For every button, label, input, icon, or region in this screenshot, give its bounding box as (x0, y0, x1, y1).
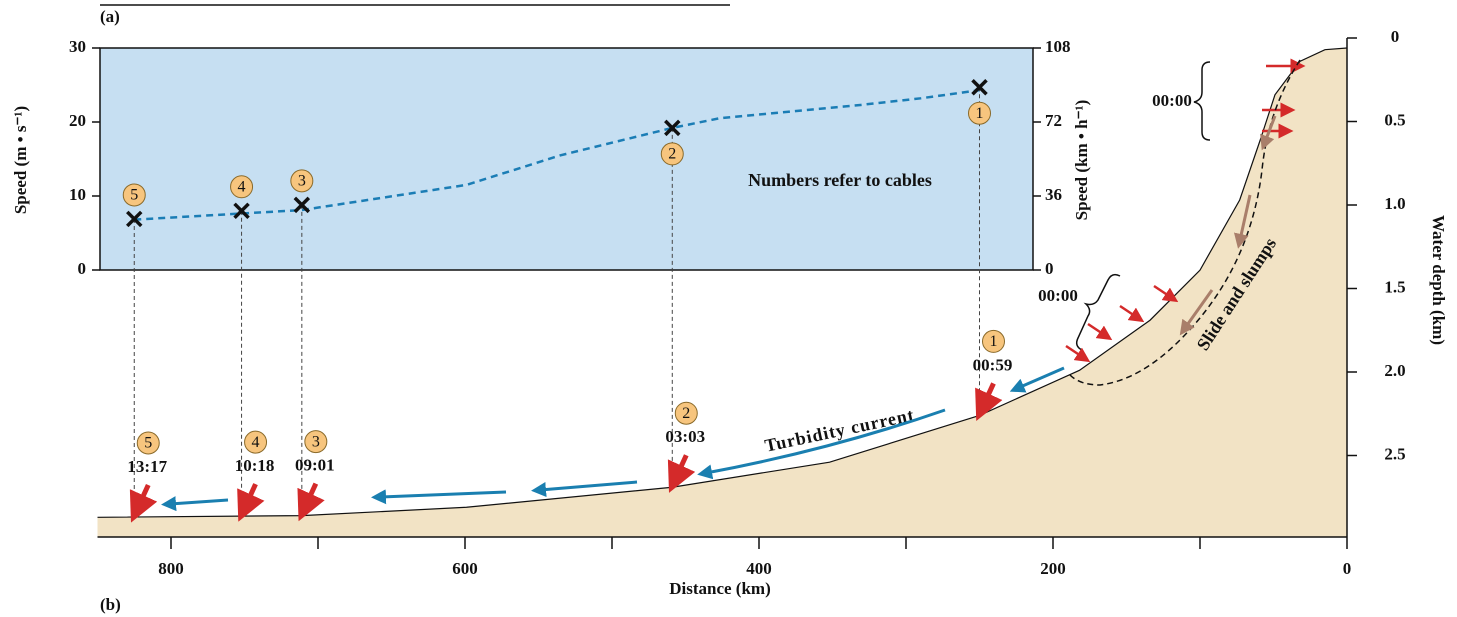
cable-break-arrow (675, 455, 686, 479)
y2-tick-label: 108 (1045, 37, 1071, 56)
x-tick-label: 800 (158, 559, 184, 578)
flow-arrow (170, 500, 228, 504)
cable-number: 1 (976, 105, 984, 122)
cable-time: 13:17 (127, 457, 167, 476)
cable-number: 5 (130, 187, 138, 204)
y2-tick-label: 72 (1045, 111, 1062, 130)
cable-number: 2 (668, 146, 676, 163)
y-tick-label: 20 (69, 111, 86, 130)
depth-tick-label: 0.5 (1384, 110, 1405, 129)
x-tick-label: 200 (1040, 559, 1066, 578)
cable-break-arrow (137, 485, 148, 509)
background-layer (98, 48, 1348, 537)
flow-arrow (380, 492, 506, 497)
slide-time: 00:00 (1038, 286, 1078, 305)
cable-number: 2 (682, 405, 690, 422)
cable-number: 3 (298, 173, 306, 190)
cable-number: 4 (238, 178, 246, 195)
slide-time: 00:00 (1152, 91, 1192, 110)
slide-arrow (1154, 286, 1172, 298)
note: Numbers refer to cables (748, 170, 932, 190)
y2-tick-label: 36 (1045, 185, 1062, 204)
y-tick-label: 30 (69, 37, 86, 56)
bracket (1077, 275, 1120, 350)
flow-arrow (540, 482, 637, 490)
cable-break-arrow (305, 484, 316, 508)
cable-number: 3 (312, 433, 320, 450)
y-tick-label: 0 (78, 259, 87, 278)
slide-arrow (1066, 346, 1084, 358)
depth-tick-label: 1.5 (1384, 277, 1405, 296)
cable-time: 10:18 (235, 456, 275, 475)
cable-number: 5 (144, 435, 152, 452)
depth-tick-label: 2.5 (1384, 444, 1405, 463)
panel-label: (a) (100, 7, 120, 26)
slide-arrow (1120, 306, 1138, 318)
cable-time: 09:01 (295, 456, 335, 475)
cable-time: 03:03 (665, 427, 705, 446)
depth-tick-label: 1.0 (1384, 194, 1405, 213)
cable-break-arrow (983, 383, 994, 407)
cable-break-arrow (245, 484, 256, 508)
y-axis-title: Speed (m • s⁻¹) (11, 106, 30, 214)
x-tick-label: 400 (746, 559, 772, 578)
cable-time: 00:59 (973, 355, 1013, 374)
panel-label: (b) (100, 595, 121, 614)
x-tick-label: 600 (452, 559, 478, 578)
depth-tick-label: 2.0 (1384, 361, 1405, 380)
depth-tick-label: 0 (1391, 27, 1400, 46)
y-tick-label: 10 (69, 185, 86, 204)
y2-axis-title: Speed (km • h⁻¹) (1072, 100, 1091, 221)
x-axis-title: Distance (km) (669, 579, 771, 598)
depth-axis-title: Water depth (km) (1429, 215, 1448, 345)
x-tick-label: 0 (1343, 559, 1352, 578)
cable-number: 1 (990, 333, 998, 350)
bracket (1194, 62, 1210, 140)
slide-arrow (1088, 324, 1106, 336)
y2-tick-label: 0 (1045, 259, 1054, 278)
cable-number: 4 (252, 434, 260, 451)
speed-panel (100, 48, 1033, 270)
chart: (a) (b) Numbers refer to cables Speed (m… (0, 0, 1457, 617)
